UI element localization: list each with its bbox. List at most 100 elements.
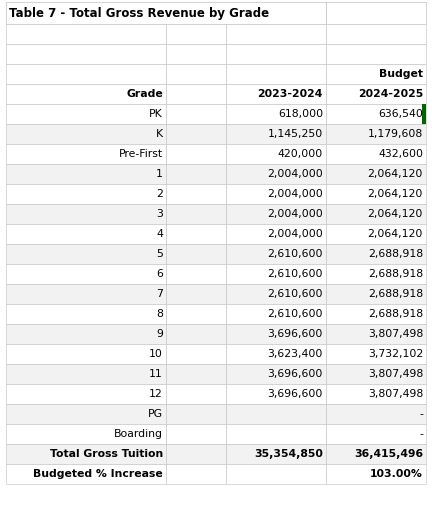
Text: 10: 10 <box>149 349 163 359</box>
Text: Budgeted % Increase: Budgeted % Increase <box>33 469 163 479</box>
Bar <box>6 364 166 384</box>
Bar <box>326 144 426 164</box>
Bar <box>166 224 226 244</box>
Text: 35,354,850: 35,354,850 <box>254 449 323 459</box>
Bar <box>326 44 426 64</box>
Text: 2,610,600: 2,610,600 <box>267 269 323 279</box>
Bar <box>326 324 426 344</box>
Bar <box>226 44 326 64</box>
Bar <box>166 184 226 204</box>
Text: Pre-First: Pre-First <box>119 149 163 159</box>
Text: Boarding: Boarding <box>114 429 163 439</box>
Bar <box>6 184 166 204</box>
Text: 2,688,918: 2,688,918 <box>368 289 423 299</box>
Bar <box>166 204 226 224</box>
Text: 2,610,600: 2,610,600 <box>267 289 323 299</box>
Bar <box>226 184 326 204</box>
Bar <box>326 364 426 384</box>
Bar <box>226 204 326 224</box>
Text: 636,540: 636,540 <box>378 109 423 119</box>
Bar <box>226 424 326 444</box>
Text: Budget: Budget <box>379 69 423 79</box>
Bar <box>226 304 326 324</box>
Bar <box>226 364 326 384</box>
Text: 432,600: 432,600 <box>378 149 423 159</box>
Bar <box>6 304 166 324</box>
Bar <box>166 44 226 64</box>
Bar <box>6 344 166 364</box>
Text: 3,732,102: 3,732,102 <box>368 349 423 359</box>
Text: 7: 7 <box>156 289 163 299</box>
Bar <box>226 104 326 124</box>
Bar <box>326 444 426 464</box>
Bar <box>6 24 166 44</box>
Bar <box>226 264 326 284</box>
Bar <box>226 164 326 184</box>
Bar <box>226 344 326 364</box>
Text: PG: PG <box>148 409 163 419</box>
Text: 1,179,608: 1,179,608 <box>368 129 423 139</box>
Bar <box>326 204 426 224</box>
Text: 2,064,120: 2,064,120 <box>368 189 423 199</box>
Bar <box>6 424 166 444</box>
Bar <box>6 384 166 404</box>
Text: 11: 11 <box>149 369 163 379</box>
Text: 2,688,918: 2,688,918 <box>368 269 423 279</box>
Bar <box>6 404 166 424</box>
Text: 12: 12 <box>149 389 163 399</box>
Bar <box>6 464 166 484</box>
Bar <box>326 164 426 184</box>
Bar <box>226 444 326 464</box>
Bar <box>326 64 426 84</box>
Bar <box>166 464 226 484</box>
Bar <box>6 224 166 244</box>
Bar <box>326 184 426 204</box>
Text: 36,415,496: 36,415,496 <box>354 449 423 459</box>
Bar <box>226 224 326 244</box>
Bar <box>226 464 326 484</box>
Text: 3,623,400: 3,623,400 <box>268 349 323 359</box>
Text: 2,004,000: 2,004,000 <box>267 229 323 239</box>
Bar <box>166 424 226 444</box>
Bar <box>326 284 426 304</box>
Bar <box>226 124 326 144</box>
Bar <box>326 244 426 264</box>
Bar <box>166 104 226 124</box>
Bar <box>326 404 426 424</box>
Bar <box>6 144 166 164</box>
Bar <box>326 124 426 144</box>
Text: -: - <box>419 409 423 419</box>
Text: 2,004,000: 2,004,000 <box>267 169 323 179</box>
Bar <box>6 324 166 344</box>
Bar <box>6 44 166 64</box>
Bar <box>6 64 166 84</box>
Bar <box>226 84 326 104</box>
Text: 103.00%: 103.00% <box>370 469 423 479</box>
Bar <box>226 404 326 424</box>
Bar <box>226 64 326 84</box>
Text: 1: 1 <box>156 169 163 179</box>
Bar <box>166 344 226 364</box>
Text: 2,004,000: 2,004,000 <box>267 209 323 219</box>
Bar <box>166 164 226 184</box>
Bar <box>226 244 326 264</box>
Bar <box>326 344 426 364</box>
Text: 1,145,250: 1,145,250 <box>268 129 323 139</box>
Bar <box>326 424 426 444</box>
Text: 3,807,498: 3,807,498 <box>368 329 423 339</box>
Bar <box>6 104 166 124</box>
Bar <box>166 384 226 404</box>
Text: 3,696,600: 3,696,600 <box>268 389 323 399</box>
Bar <box>6 2 326 24</box>
Bar <box>226 144 326 164</box>
Text: 3,696,600: 3,696,600 <box>268 369 323 379</box>
Bar <box>166 264 226 284</box>
Text: 2,610,600: 2,610,600 <box>267 249 323 259</box>
Text: Total Gross Tuition: Total Gross Tuition <box>50 449 163 459</box>
Bar <box>226 324 326 344</box>
Text: 3: 3 <box>156 209 163 219</box>
Bar <box>166 64 226 84</box>
Bar <box>166 284 226 304</box>
Text: K: K <box>156 129 163 139</box>
Text: 420,000: 420,000 <box>278 149 323 159</box>
